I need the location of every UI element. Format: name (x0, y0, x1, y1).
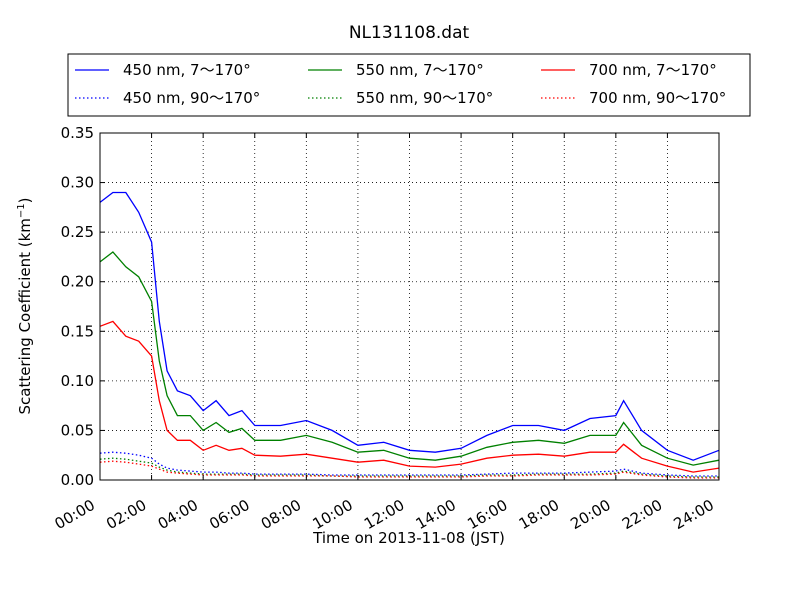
legend: 450 nm, 7～170° 450 nm, 90～170° 550 nm, 7～1… (67, 53, 751, 117)
x-tick-label: 16:00 (464, 496, 510, 533)
x-tick-label: 20:00 (567, 496, 613, 533)
y-tick-label: 0.00 (61, 471, 94, 489)
x-tick-label: 10:00 (309, 496, 355, 533)
legend-label-0: 450 nm, 7～170° (123, 61, 251, 79)
y-tick-label: 0.05 (61, 421, 94, 439)
legend-label-2: 550 nm, 7～170° (356, 61, 484, 79)
series-line-4 (99, 320, 720, 473)
y-tick-label: 0.15 (61, 322, 94, 340)
y-axis-label: Scattering Coefficient (km−1) (16, 197, 34, 414)
chart-title: NL131108.dat (349, 23, 470, 43)
x-tick-label: 24:00 (671, 496, 717, 533)
x-tick-label: 18:00 (516, 496, 562, 533)
legend-label-1: 450 nm, 90～170° (123, 89, 260, 107)
legend-label-3: 550 nm, 90～170° (356, 89, 493, 107)
y-tick-label: 0.35 (61, 124, 94, 142)
y-tick-label: 0.10 (61, 372, 94, 390)
series-line-1 (99, 451, 719, 477)
legend-label-4: 700 nm, 7～170° (589, 61, 717, 79)
series-line-3 (99, 457, 719, 478)
series-line-5 (99, 460, 719, 479)
x-tick-label: 06:00 (206, 496, 252, 533)
series-line-2 (99, 251, 720, 466)
x-tick-label: 04:00 (155, 496, 201, 533)
y-tick-label: 0.20 (61, 273, 94, 291)
x-tick-label: 14:00 (413, 496, 459, 533)
x-tick-label: 22:00 (619, 496, 665, 533)
x-tick-label: 08:00 (258, 496, 304, 533)
legend-label-5: 700 nm, 90～170° (589, 89, 726, 107)
grid (100, 133, 719, 480)
x-tick-label: 00:00 (52, 496, 98, 533)
legend-box (67, 53, 751, 117)
series-line-0 (99, 191, 720, 461)
x-axis-label: Time on 2013-11-08 (JST) (312, 529, 505, 547)
series-layer (99, 191, 720, 479)
x-tick-label: 02:00 (103, 496, 149, 533)
x-tick-label: 12:00 (361, 496, 407, 533)
y-tick-label: 0.30 (61, 174, 94, 192)
y-tick-label: 0.25 (61, 223, 94, 241)
